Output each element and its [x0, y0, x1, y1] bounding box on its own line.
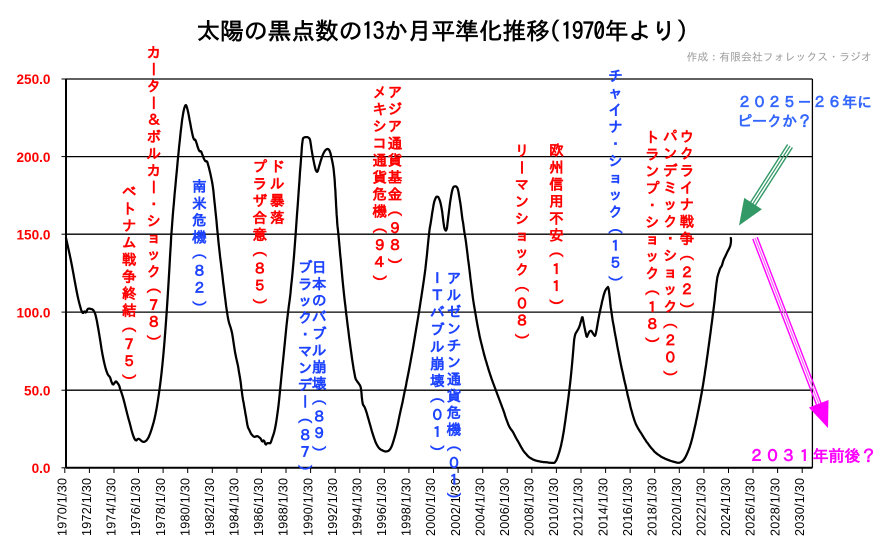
svg-text:1984/1/30: 1984/1/30 [228, 478, 242, 536]
svg-text:1988/1/30: 1988/1/30 [277, 478, 291, 536]
svg-text:2010/1/30: 2010/1/30 [547, 478, 561, 536]
svg-text:2022/1/30: 2022/1/30 [695, 478, 709, 536]
svg-text:1994/1/30: 1994/1/30 [351, 478, 365, 536]
svg-text:1982/1/30: 1982/1/30 [203, 478, 217, 536]
svg-text:1992/1/30: 1992/1/30 [326, 478, 340, 536]
svg-text:2006/1/30: 2006/1/30 [498, 478, 512, 536]
svg-text:1974/1/30: 1974/1/30 [105, 478, 119, 536]
svg-text:1972/1/30: 1972/1/30 [80, 478, 94, 536]
svg-text:1978/1/30: 1978/1/30 [154, 478, 168, 536]
svg-text:0.0: 0.0 [32, 461, 51, 476]
svg-text:50.0: 50.0 [24, 383, 50, 398]
svg-text:1980/1/30: 1980/1/30 [178, 478, 192, 536]
svg-text:1998/1/30: 1998/1/30 [400, 478, 414, 536]
svg-text:2000/1/30: 2000/1/30 [424, 478, 438, 536]
svg-text:1976/1/30: 1976/1/30 [129, 478, 143, 536]
svg-text:150.0: 150.0 [16, 227, 50, 242]
svg-text:2020/1/30: 2020/1/30 [670, 478, 684, 536]
svg-text:2014/1/30: 2014/1/30 [596, 478, 610, 536]
svg-text:250.0: 250.0 [16, 72, 50, 87]
svg-text:2016/1/30: 2016/1/30 [621, 478, 635, 536]
svg-text:2002/1/30: 2002/1/30 [449, 478, 463, 536]
svg-text:1990/1/30: 1990/1/30 [301, 478, 315, 536]
svg-text:2012/1/30: 2012/1/30 [572, 478, 586, 536]
svg-text:100.0: 100.0 [16, 305, 50, 320]
svg-text:2008/1/30: 2008/1/30 [523, 478, 537, 536]
svg-text:2024/1/30: 2024/1/30 [719, 478, 733, 536]
svg-text:1986/1/30: 1986/1/30 [252, 478, 266, 536]
svg-text:200.0: 200.0 [16, 150, 50, 165]
svg-text:2018/1/30: 2018/1/30 [645, 478, 659, 536]
svg-text:1996/1/30: 1996/1/30 [375, 478, 389, 536]
svg-text:2030/1/30: 2030/1/30 [793, 478, 807, 536]
svg-text:2026/1/30: 2026/1/30 [744, 478, 758, 536]
svg-text:2028/1/30: 2028/1/30 [768, 478, 782, 536]
svg-text:2004/1/30: 2004/1/30 [473, 478, 487, 536]
svg-text:1970/1/30: 1970/1/30 [56, 478, 70, 536]
